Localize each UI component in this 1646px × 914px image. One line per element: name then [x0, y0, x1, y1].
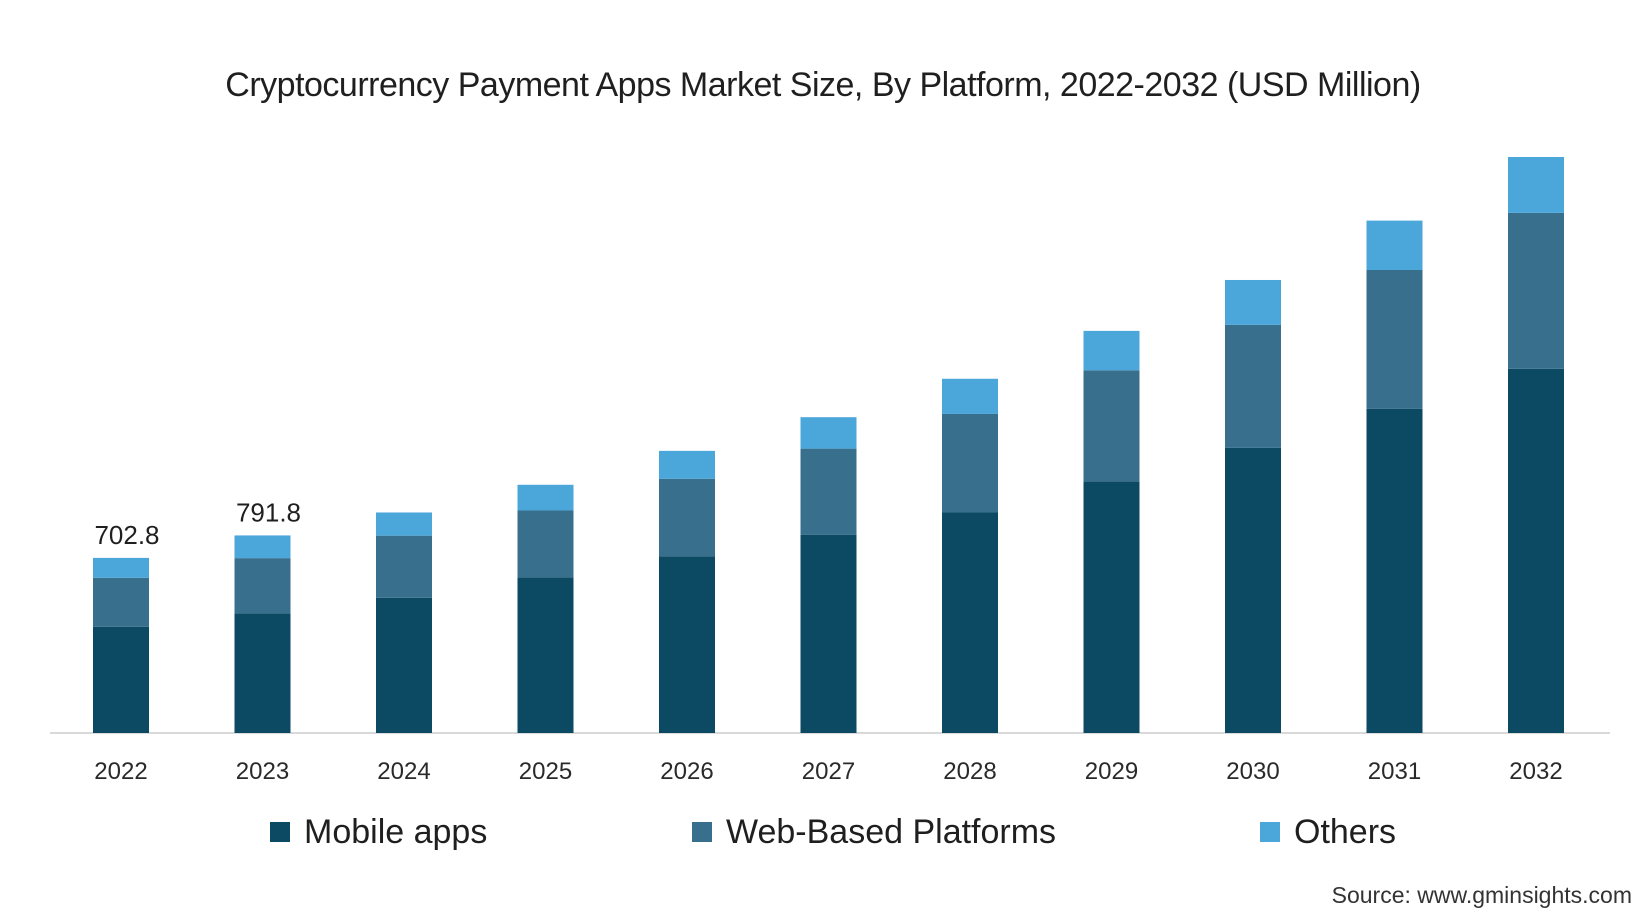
- bar-web-based-platforms-2023: [234, 558, 291, 614]
- bar-others-2025: [517, 484, 574, 511]
- bar-web-based-platforms-2029: [1083, 370, 1140, 482]
- source-credit: Source: www.gminsights.com: [1331, 882, 1632, 908]
- bar-mobile-apps-2032: [1508, 368, 1564, 733]
- x-tick-label-2022: 2022: [94, 758, 147, 785]
- bar-web-based-platforms-2026: [659, 478, 715, 557]
- bar-mobile-apps-2028: [942, 512, 998, 733]
- x-tick-labels: 2022 2023 2024 2025 2026 2027 2028 2029 2030 2031…: [94, 758, 1562, 785]
- bar-mobile-apps-2031: [1366, 408, 1423, 733]
- legend-swatch-web-based-platforms: [692, 822, 712, 842]
- bar-others-2030: [1225, 279, 1281, 325]
- x-tick-label-2024: 2024: [377, 758, 430, 785]
- bar-mobile-apps-2030: [1225, 447, 1281, 733]
- legend-item-mobile-apps: Mobile apps: [270, 810, 487, 854]
- bar-others-2026: [659, 450, 715, 479]
- data-labels: 702.8 791.8: [94, 497, 301, 549]
- bar-web-based-platforms-2024: [376, 535, 432, 598]
- bar-web-based-platforms-2032: [1508, 212, 1564, 369]
- legend-label-others: Others: [1294, 812, 1397, 851]
- bar-web-based-platforms-2030: [1225, 324, 1281, 448]
- x-tick-label-2031: 2031: [1368, 758, 1421, 785]
- bar-mobile-apps-2027: [800, 534, 857, 733]
- chart-title: Cryptocurrency Payment Apps Market Size,…: [225, 66, 1421, 104]
- bar-mobile-apps-2029: [1083, 481, 1140, 733]
- legend-label-mobile-apps: Mobile apps: [304, 812, 488, 851]
- legend-item-others: Others: [1260, 810, 1396, 854]
- legend-swatch-mobile-apps: [270, 822, 290, 842]
- x-tick-label-2029: 2029: [1085, 758, 1138, 785]
- data-label-2023: 791.8: [236, 497, 301, 527]
- legend-swatch-others: [1260, 822, 1280, 842]
- bar-others-2031: [1366, 220, 1423, 271]
- data-label-2022: 702.8: [94, 520, 159, 550]
- bar-web-based-platforms-2025: [517, 510, 574, 578]
- x-tick-label-2023: 2023: [236, 758, 289, 785]
- bar-web-based-platforms-2028: [942, 413, 998, 513]
- bar-web-based-platforms-2031: [1366, 270, 1423, 409]
- x-tick-label-2032: 2032: [1509, 758, 1562, 785]
- bar-others-2027: [800, 417, 857, 449]
- bar-others-2032: [1508, 157, 1564, 213]
- bar-others-2028: [942, 378, 998, 414]
- x-tick-label-2028: 2028: [943, 758, 996, 785]
- legend: Mobile apps Web-Based Platforms Others: [0, 810, 1646, 854]
- bar-others-2029: [1083, 330, 1140, 371]
- legend-label-web-based-platforms: Web-Based Platforms: [726, 812, 1057, 851]
- bar-others-2022: [93, 557, 149, 578]
- bar-mobile-apps-2025: [517, 577, 574, 733]
- bars-layer: [93, 157, 1564, 733]
- bar-mobile-apps-2026: [659, 556, 715, 733]
- x-tick-label-2027: 2027: [802, 758, 855, 785]
- x-tick-label-2026: 2026: [660, 758, 713, 785]
- bar-mobile-apps-2023: [234, 613, 291, 733]
- bar-web-based-platforms-2027: [800, 448, 857, 535]
- x-tick-label-2025: 2025: [519, 758, 572, 785]
- bar-mobile-apps-2022: [93, 626, 149, 733]
- x-tick-label-2030: 2030: [1226, 758, 1279, 785]
- bar-mobile-apps-2024: [376, 597, 432, 733]
- legend-item-web-based-platforms: Web-Based Platforms: [692, 810, 1056, 854]
- bar-web-based-platforms-2022: [93, 577, 149, 627]
- bar-others-2023: [234, 535, 291, 559]
- bar-others-2024: [376, 512, 432, 536]
